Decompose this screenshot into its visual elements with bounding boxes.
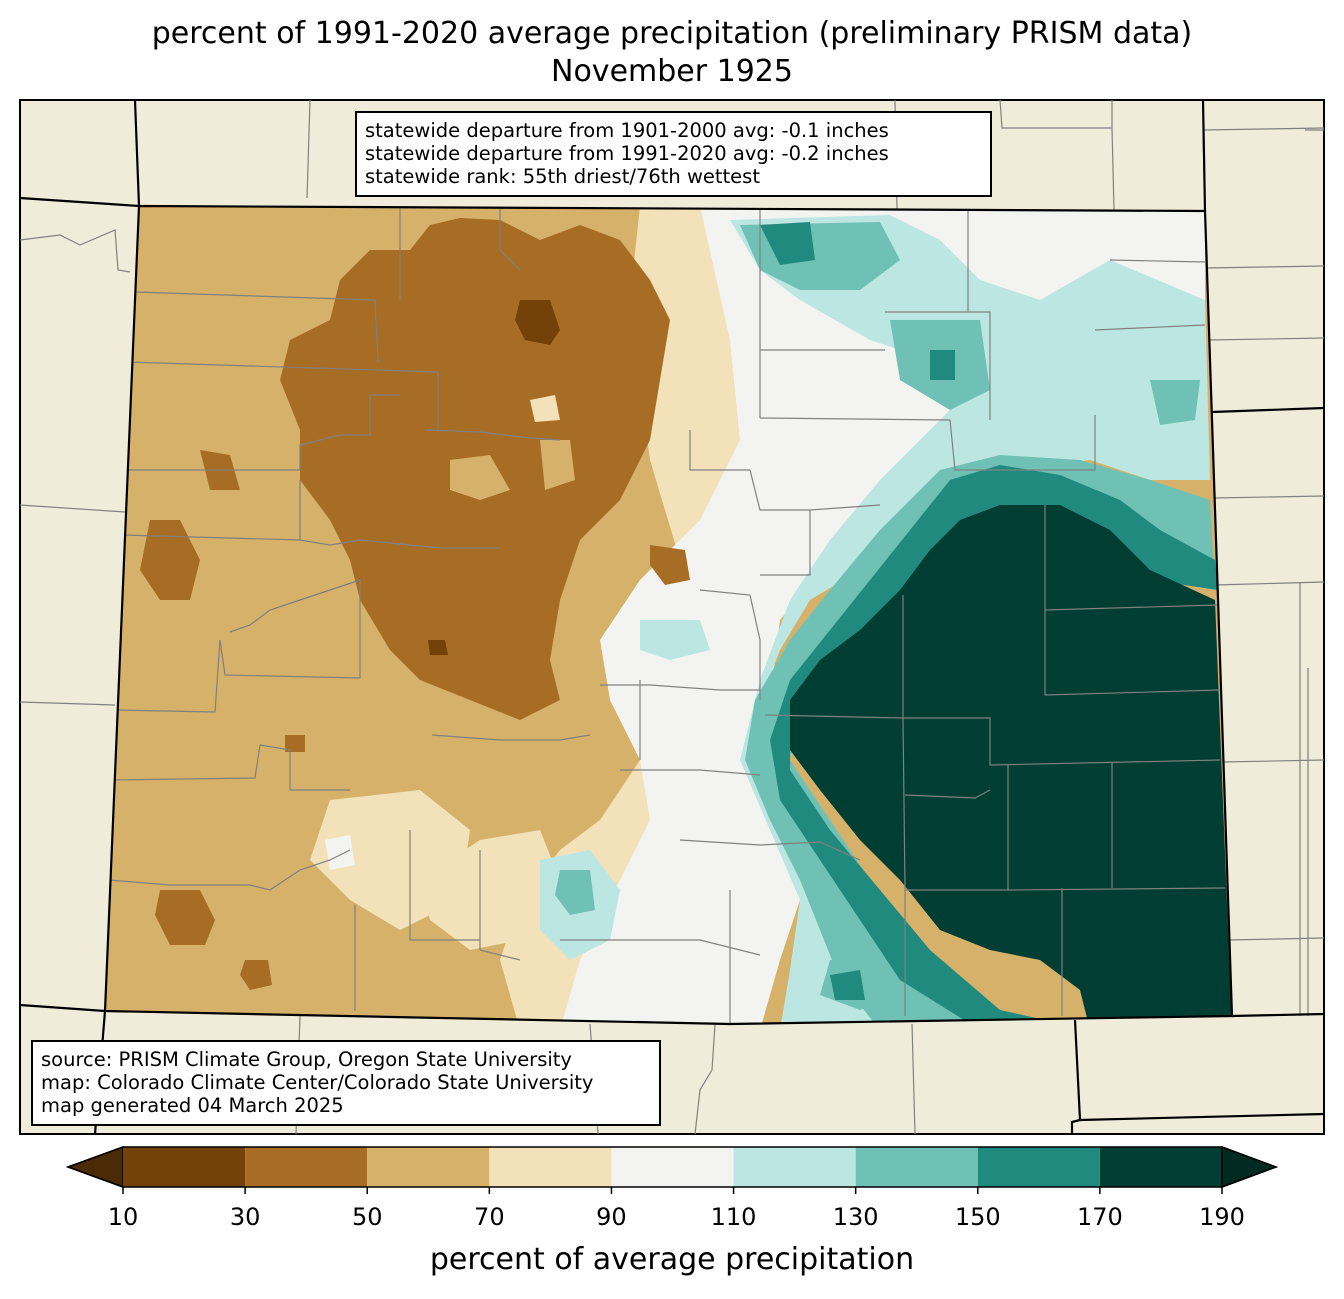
band-170-190 <box>790 505 1232 1024</box>
state-borders <box>19 99 1325 1135</box>
band-10-30 <box>515 300 560 345</box>
map-title: percent of 1991-2020 average precipitati… <box>151 16 1193 51</box>
credits-line-2: map: Colorado Climate Center/Colorado St… <box>41 1071 594 1094</box>
credits-line-1: source: PRISM Climate Group, Oregon Stat… <box>41 1048 572 1071</box>
credits-line-3: map generated 04 March 2025 <box>41 1094 344 1117</box>
colorbar-segment <box>367 1147 490 1187</box>
colorbar-tick-label: 50 <box>351 1203 383 1231</box>
band-110-130 <box>730 215 1210 1024</box>
stats-line-1: statewide departure from 1901-2000 avg: … <box>365 119 889 142</box>
colorbar-label: percent of average precipitation <box>429 1242 915 1277</box>
stats-line-2: statewide departure from 1991-2020 avg: … <box>365 142 889 165</box>
colorbar-extend-low <box>65 1145 124 1189</box>
band-150-170 <box>760 222 815 265</box>
colorbar-segment <box>611 1147 734 1187</box>
colorbar-tick-label: 130 <box>832 1203 879 1231</box>
stats-line-3: statewide rank: 55th driest/76th wettest <box>365 165 760 188</box>
colorbar-segment <box>123 1147 246 1187</box>
colorbar-segment <box>1099 1147 1222 1187</box>
colorbar-tick-label: 190 <box>1199 1203 1245 1231</box>
county-lines <box>107 206 1226 1024</box>
map-subtitle: November 1925 <box>551 54 793 89</box>
colorbar-tick-label: 110 <box>710 1203 757 1231</box>
colorbar-tick-label: 10 <box>107 1203 139 1231</box>
colorbar-tick-label: 90 <box>596 1203 627 1231</box>
band-90-110 <box>560 206 1205 1024</box>
colorbar-extend-high <box>1221 1145 1279 1189</box>
colorbar-segment <box>245 1147 368 1187</box>
colorbar-segment <box>733 1147 856 1187</box>
colorbar-segment <box>855 1147 978 1187</box>
statewide-stats-box: statewide departure from 1901-2000 avg: … <box>355 111 992 197</box>
colorbar-segment <box>489 1147 612 1187</box>
credits-box: source: PRISM Climate Group, Oregon Stat… <box>31 1040 661 1126</box>
colorbar-tick-label: 30 <box>229 1203 261 1231</box>
colorbar <box>65 1145 1279 1194</box>
colorbar-segment <box>977 1147 1100 1187</box>
colorbar-tick-label: 170 <box>1076 1203 1123 1231</box>
colorbar-tick-label: 150 <box>954 1203 1001 1231</box>
colorbar-tick-label: 70 <box>474 1203 505 1231</box>
